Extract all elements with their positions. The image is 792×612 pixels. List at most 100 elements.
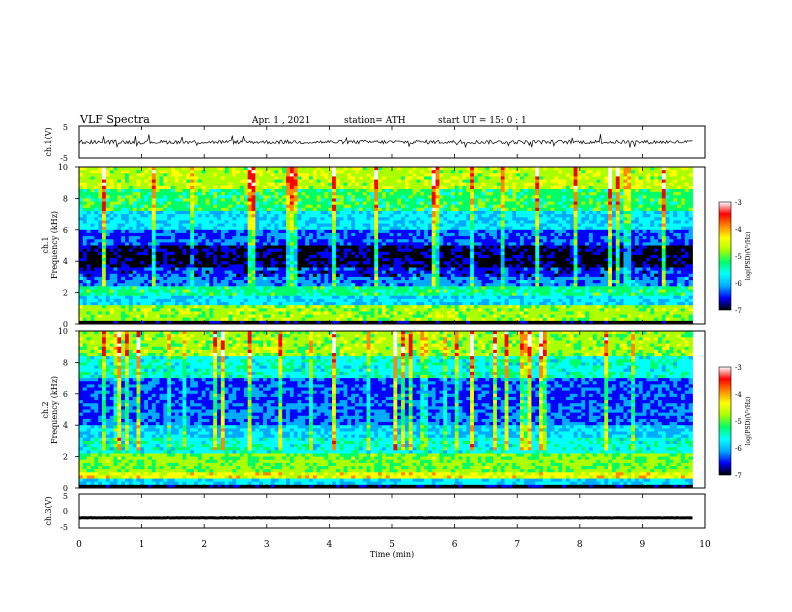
spectrogram-cell [240,254,245,259]
spectrogram-cell [320,217,325,221]
spectrogram-cell [447,236,452,240]
spectrogram-cell [190,173,195,177]
spectrogram-cell [178,273,183,278]
spectrogram-cell [113,283,118,287]
spectrogram-cell [332,188,337,193]
spectrogram-cell [293,245,298,250]
spectrogram-cell [343,314,348,319]
spectrogram-cell [194,258,199,262]
spectrogram-cell [136,267,141,272]
spectrogram-cell [312,229,318,234]
spectrogram-cell [389,295,394,300]
spectrogram-cell [213,264,218,268]
spectrogram-cell [247,305,252,309]
spectrogram-cell [102,295,107,300]
spectrogram-cell [128,176,134,180]
spectrogram-cell [362,217,367,221]
spectrogram-cell [389,173,394,177]
spectrogram-cell [228,286,233,290]
spectrogram-cell [316,258,321,262]
spectrogram-cell [408,232,413,237]
spectrogram-cell [90,305,95,309]
spectrogram-cell [358,305,364,309]
spectrogram-cell [113,179,118,184]
spectrogram-cell [381,192,387,196]
spectrogram-cell [174,251,180,256]
spectrogram-cell [401,258,406,262]
spectrogram-cell [98,236,103,240]
spectrogram-cell [220,173,226,177]
spectrogram-cell [454,214,459,218]
spectrogram-cell [270,198,275,202]
spectrogram-cell [82,182,88,187]
spectrogram-cell [263,270,268,275]
spectrogram-cell [374,242,379,246]
spectrogram-cell [305,242,310,246]
spectrogram-cell [86,251,91,256]
spectrogram-cell [408,242,413,246]
spectrogram-cell [412,192,417,196]
spectrogram-cell [355,220,360,224]
spectrogram-cell [167,176,172,180]
spectrogram-cell [404,273,410,278]
spectrogram-cell [420,251,425,256]
spectrogram-cell [404,220,410,224]
spectrogram-cell [401,176,406,180]
spectrogram-cell [347,261,352,265]
spectrogram-cell [381,239,387,243]
spectrogram-cell [389,188,394,193]
spectrogram-cell [251,223,256,228]
spectrogram-cell [366,182,371,187]
spectrogram-cell [416,298,421,303]
spectrogram-cell [293,317,298,322]
spectrogram-cell [178,185,183,190]
spectrogram-cell [443,276,448,281]
spectrogram-cell [236,248,241,253]
spectrogram-cell [343,201,348,206]
spectrogram-cell [289,270,295,275]
spectrogram-cell [420,229,425,234]
spectrogram-cell [358,204,364,209]
spectrogram-cell [397,198,402,202]
spectrogram-cell [205,217,210,221]
spectrogram-cell [297,214,302,218]
spectrogram-cell [205,236,210,240]
spectrogram-cell [289,292,295,297]
spectrogram-cell [159,248,164,253]
spectrogram-cell [163,261,168,265]
spectrogram-cell [217,276,222,281]
spectrogram-cell [458,248,463,253]
spectrogram-cell [397,267,402,272]
spectrogram-cell [102,214,107,218]
spectrogram-cell [404,270,410,275]
spectrogram-cell [263,311,268,315]
spectrogram-cell [140,283,145,287]
spectrogram-cell [427,179,433,184]
spectrogram-cell [217,254,222,259]
spectrogram-cell [220,229,226,234]
spectrogram-cell [305,229,310,234]
spectrogram-cell [378,198,383,202]
spectrogram-cell [385,295,390,300]
spectrogram-cell [263,295,268,300]
spectrogram-cell [136,270,141,275]
spectrogram-cell [217,248,222,253]
spectrogram-cell [408,198,413,202]
spectrogram-cell [102,298,107,303]
spectrogram-cell [121,261,126,265]
spectrogram-cell [155,295,160,300]
spectrogram-cell [328,286,333,290]
spectrogram-cell [427,204,433,209]
spectrogram-cell [98,173,103,177]
spectrogram-cell [358,302,364,306]
spectrogram-cell [121,185,126,190]
spectrogram-cell [351,201,356,206]
spectrogram-cell [309,286,314,290]
spectrogram-cell [297,176,302,180]
spectrogram-cell [213,305,218,309]
spectrogram-cell [312,254,318,259]
spectrogram-cell [332,207,337,212]
spectrogram-cell [293,270,298,275]
spectrogram-cell [408,182,413,187]
spectrogram-cell [408,267,413,272]
